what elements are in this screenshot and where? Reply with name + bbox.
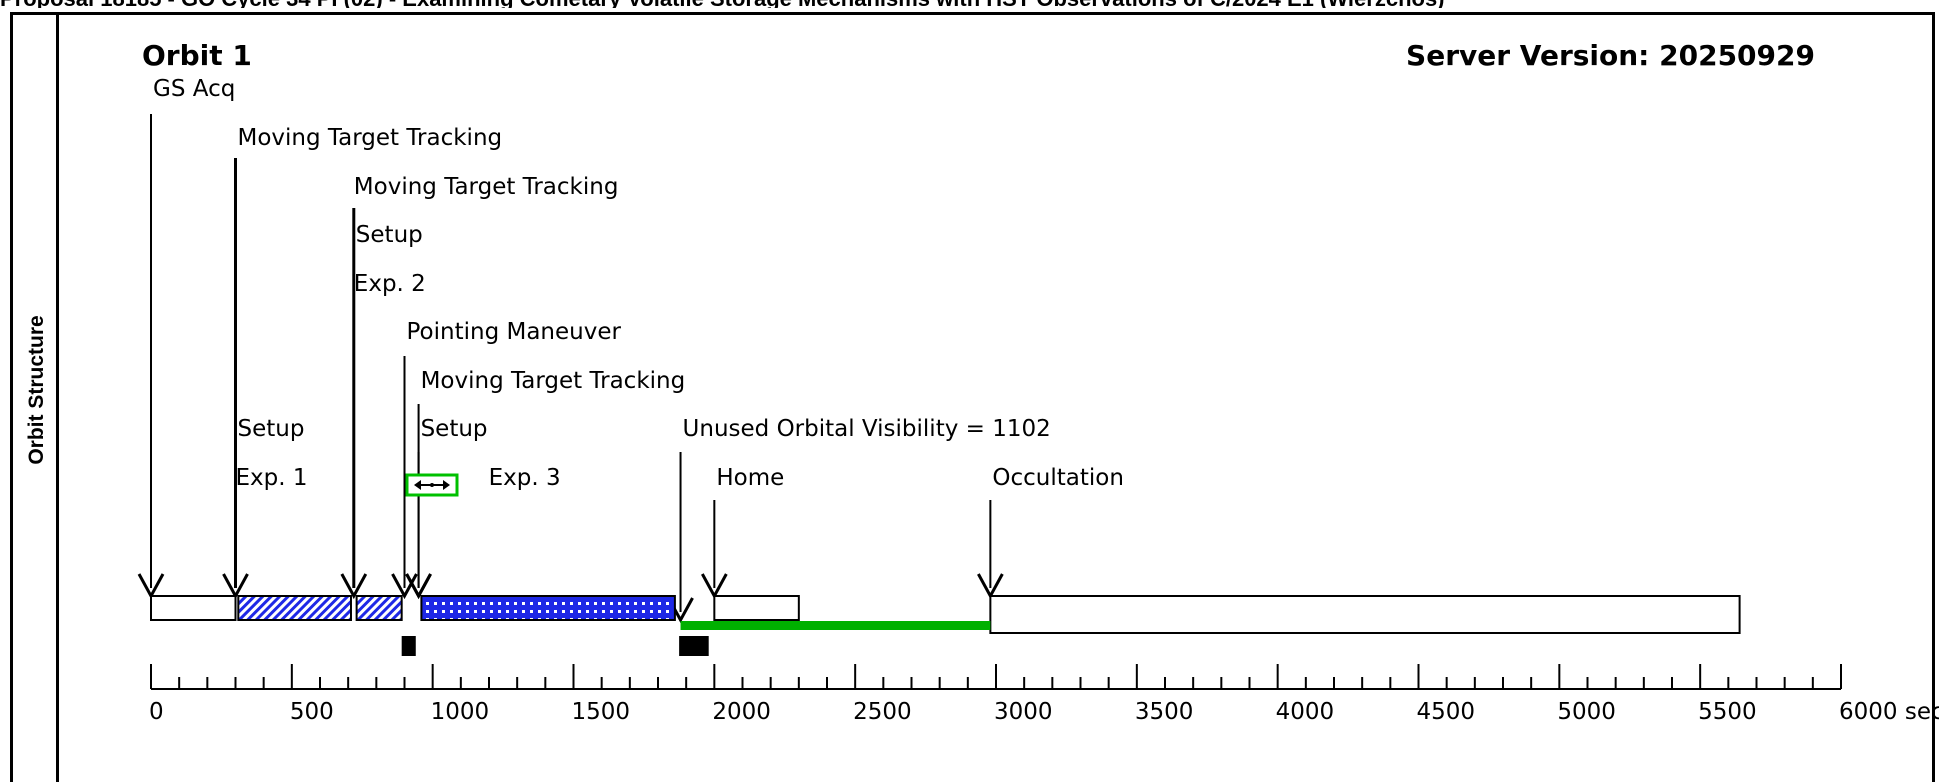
sidebar-column xyxy=(10,12,59,782)
home-segment xyxy=(713,595,800,621)
marker: Unused Orbital Visibility = 1102 xyxy=(667,416,1051,624)
marker-label: Occultation xyxy=(992,465,1124,491)
marker-label: Unused Orbital Visibility = 1102 xyxy=(683,416,1051,442)
marker: Exp. 2 xyxy=(354,271,426,297)
marker-label: Pointing Maneuver xyxy=(407,319,622,345)
marker: Moving Target Tracking xyxy=(222,125,503,600)
marker-arrow xyxy=(340,573,368,600)
marker-label: Setup xyxy=(238,416,305,442)
marker-label: Exp. 3 xyxy=(489,465,561,491)
pointing-maneuver-block xyxy=(401,636,416,656)
marker: Exp. 1 xyxy=(236,465,308,491)
unused-visibility-block xyxy=(679,636,709,656)
marker: Setup xyxy=(356,222,423,248)
marker-label: Moving Target Tracking xyxy=(421,368,686,394)
occultation-segment xyxy=(989,595,1741,634)
axis-tick-label: 5500 xyxy=(1698,699,1757,725)
axis-tick-label: 1500 xyxy=(572,699,631,725)
axis-tick-label: 0 xyxy=(149,699,164,725)
orbit-title: Orbit 1 xyxy=(142,39,252,72)
gs-acq-segment xyxy=(150,595,237,621)
marker: Pointing Maneuver xyxy=(391,319,622,600)
visibility-bar xyxy=(680,621,991,630)
axis-tick-label: 4000 xyxy=(1276,699,1335,725)
server-version: Server Version: 20250929 xyxy=(1406,39,1815,72)
marker: Setup xyxy=(405,416,488,600)
double-arrow-icon xyxy=(414,480,450,490)
axis-tick-label: 2500 xyxy=(853,699,912,725)
axis-tick-label: 1000 xyxy=(431,699,490,725)
marker: Moving Target Tracking xyxy=(340,174,619,600)
marker: Home xyxy=(701,465,784,600)
axis-tick-label: 6000 sec xyxy=(1839,699,1939,725)
marker-label: Exp. 1 xyxy=(236,465,308,491)
marker: GS Acq xyxy=(137,76,235,600)
marker-label: Home xyxy=(716,465,784,491)
axis-tick-label: 4500 xyxy=(1417,699,1476,725)
exp2-segment xyxy=(355,595,403,621)
exp1-segment xyxy=(237,595,352,621)
diagram-frame xyxy=(10,12,1935,782)
marker-label: Moving Target Tracking xyxy=(238,125,503,151)
marker-arrow xyxy=(391,573,418,600)
marker-arrow xyxy=(405,573,432,600)
marker: Occultation xyxy=(977,465,1124,600)
marker-label: Setup xyxy=(421,416,488,442)
marker-label: Exp. 2 xyxy=(354,271,426,297)
marker-label: Setup xyxy=(356,222,423,248)
axis-tick-label: 2000 xyxy=(712,699,771,725)
marker: Setup xyxy=(238,416,305,442)
proposal-title: Proposal 18185 - GO Cycle 34 PI (02) - E… xyxy=(0,0,1939,8)
axis-tick-label: 500 xyxy=(290,699,334,725)
axis-tick-label: 3000 xyxy=(994,699,1053,725)
axis-tick-label: 5000 xyxy=(1557,699,1616,725)
axis-tick-label: 3500 xyxy=(1135,699,1194,725)
marker-label: GS Acq xyxy=(153,76,235,102)
marker-label: Moving Target Tracking xyxy=(354,174,619,200)
exp3-segment xyxy=(420,595,676,621)
marker: Exp. 3 xyxy=(489,465,561,491)
